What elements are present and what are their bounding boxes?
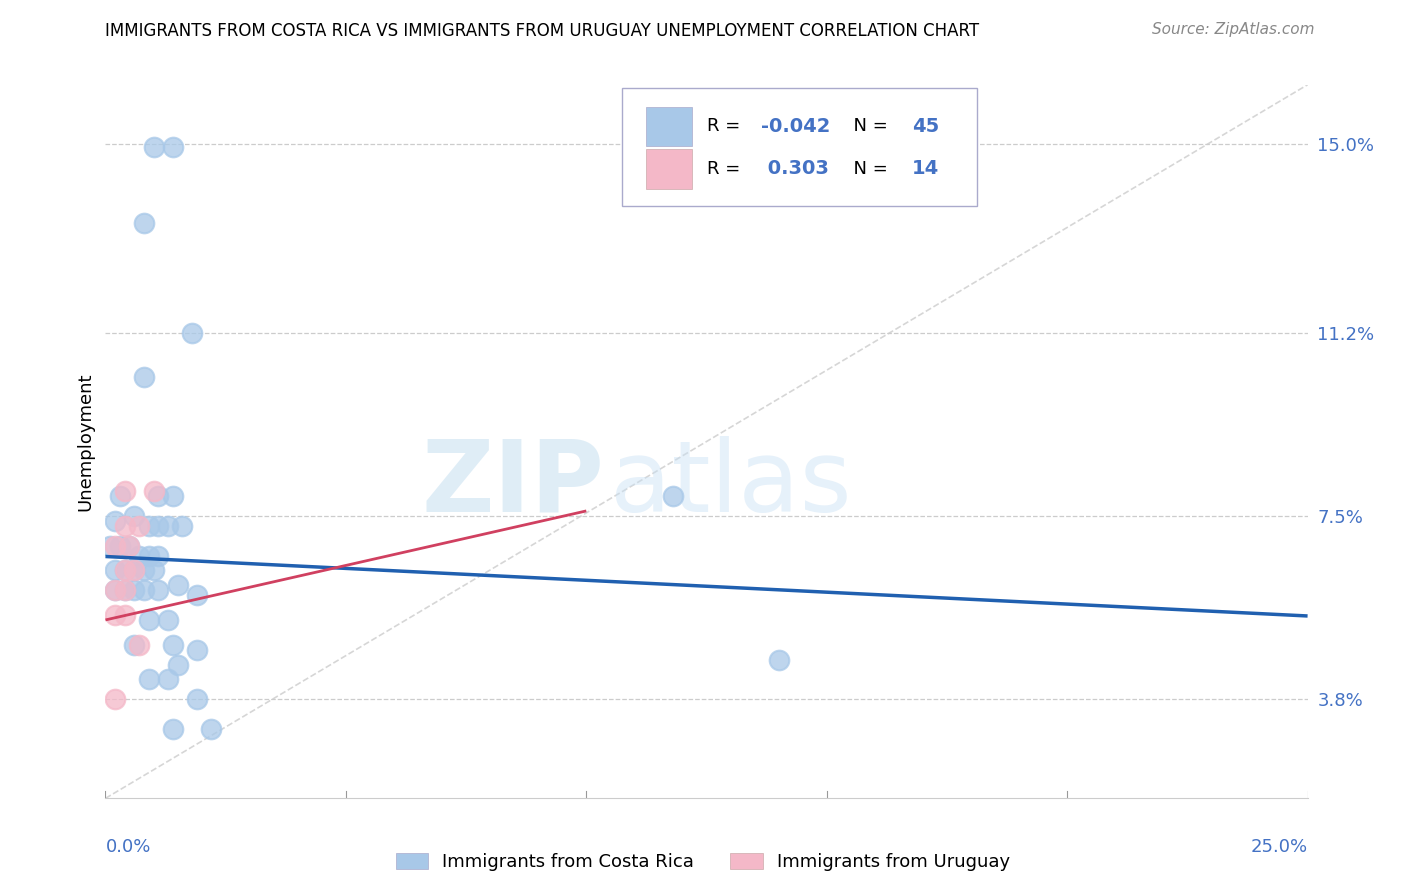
Point	[114, 563, 136, 577]
Point	[104, 692, 127, 706]
Point	[186, 588, 208, 602]
Point	[124, 508, 146, 523]
Point	[148, 518, 170, 533]
Point	[114, 518, 136, 533]
Point	[132, 217, 155, 231]
Text: -0.042: -0.042	[761, 117, 830, 136]
Text: IMMIGRANTS FROM COSTA RICA VS IMMIGRANTS FROM URUGUAY UNEMPLOYMENT CORRELATION C: IMMIGRANTS FROM COSTA RICA VS IMMIGRANTS…	[105, 22, 980, 40]
Point	[142, 563, 165, 577]
Point	[114, 484, 136, 499]
Text: Source: ZipAtlas.com: Source: ZipAtlas.com	[1152, 22, 1315, 37]
FancyBboxPatch shape	[623, 88, 977, 206]
Point	[148, 489, 170, 503]
Point	[114, 607, 136, 622]
Point	[124, 583, 146, 598]
Point	[118, 539, 141, 553]
Point	[181, 326, 204, 340]
Point	[128, 518, 150, 533]
Point	[124, 563, 146, 577]
Text: R =: R =	[707, 160, 745, 178]
Point	[138, 549, 160, 563]
Point	[138, 673, 160, 687]
Point	[132, 583, 155, 598]
Point	[156, 673, 179, 687]
Text: N =: N =	[842, 160, 894, 178]
Point	[132, 563, 155, 577]
Point	[186, 642, 208, 657]
Point	[142, 484, 165, 499]
Point	[104, 563, 127, 577]
Y-axis label: Unemployment: Unemployment	[76, 372, 94, 511]
Point	[124, 563, 146, 577]
Text: 14: 14	[912, 160, 939, 178]
Point	[104, 514, 127, 528]
Point	[186, 692, 208, 706]
Point	[104, 583, 127, 598]
Point	[768, 652, 790, 666]
Point	[138, 518, 160, 533]
Point	[128, 638, 150, 652]
Text: 45: 45	[912, 117, 939, 136]
Point	[124, 638, 146, 652]
Point	[148, 549, 170, 563]
Point	[166, 578, 188, 592]
Point	[662, 489, 685, 503]
Text: R =: R =	[707, 117, 745, 135]
FancyBboxPatch shape	[647, 106, 692, 145]
Point	[98, 539, 121, 553]
Point	[104, 607, 127, 622]
FancyBboxPatch shape	[647, 149, 692, 188]
Text: 0.303: 0.303	[761, 160, 828, 178]
Point	[104, 583, 127, 598]
Point	[128, 549, 150, 563]
Text: atlas: atlas	[610, 436, 852, 533]
Point	[114, 563, 136, 577]
Point	[114, 583, 136, 598]
Legend: Immigrants from Costa Rica, Immigrants from Uruguay: Immigrants from Costa Rica, Immigrants f…	[388, 846, 1018, 879]
Point	[108, 489, 131, 503]
Point	[108, 539, 131, 553]
Point	[132, 370, 155, 384]
Point	[162, 489, 184, 503]
Point	[114, 583, 136, 598]
Point	[172, 518, 194, 533]
Point	[162, 638, 184, 652]
Point	[142, 139, 165, 153]
Point	[156, 613, 179, 627]
Point	[118, 539, 141, 553]
Point	[162, 722, 184, 736]
Point	[148, 583, 170, 598]
Point	[138, 613, 160, 627]
Text: 0.0%: 0.0%	[105, 838, 150, 855]
Point	[156, 518, 179, 533]
Text: ZIP: ZIP	[422, 436, 605, 533]
Point	[162, 139, 184, 153]
Text: N =: N =	[842, 117, 894, 135]
Point	[200, 722, 222, 736]
Point	[166, 657, 188, 672]
Text: 25.0%: 25.0%	[1250, 838, 1308, 855]
Point	[104, 539, 127, 553]
